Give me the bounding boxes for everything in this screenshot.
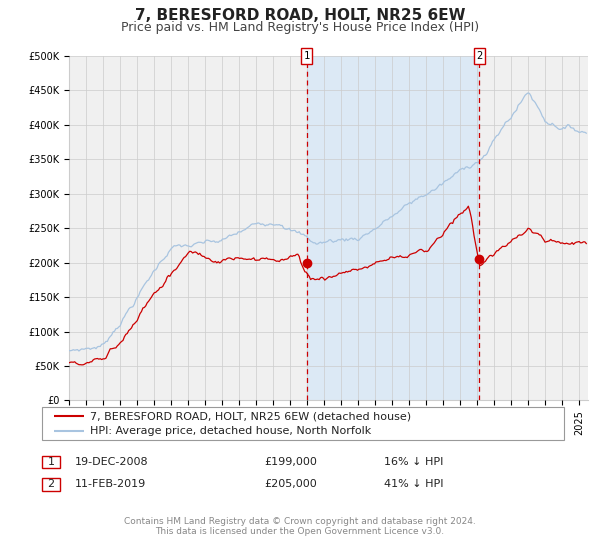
Text: 2: 2 bbox=[476, 51, 482, 61]
Text: This data is licensed under the Open Government Licence v3.0.: This data is licensed under the Open Gov… bbox=[155, 527, 445, 536]
Text: Price paid vs. HM Land Registry's House Price Index (HPI): Price paid vs. HM Land Registry's House … bbox=[121, 21, 479, 34]
Text: 1: 1 bbox=[304, 51, 310, 61]
Text: 7, BERESFORD ROAD, HOLT, NR25 6EW (detached house): 7, BERESFORD ROAD, HOLT, NR25 6EW (detac… bbox=[90, 411, 411, 421]
Text: 16% ↓ HPI: 16% ↓ HPI bbox=[384, 457, 443, 467]
Bar bbox=[307, 56, 479, 400]
Text: 41% ↓ HPI: 41% ↓ HPI bbox=[384, 479, 443, 489]
Text: HPI: Average price, detached house, North Norfolk: HPI: Average price, detached house, Nort… bbox=[90, 427, 371, 436]
Text: 7, BERESFORD ROAD, HOLT, NR25 6EW: 7, BERESFORD ROAD, HOLT, NR25 6EW bbox=[135, 8, 465, 24]
Text: £205,000: £205,000 bbox=[264, 479, 317, 489]
Text: 2: 2 bbox=[47, 479, 55, 489]
Text: 19-DEC-2008: 19-DEC-2008 bbox=[75, 457, 149, 467]
Text: 1: 1 bbox=[47, 457, 55, 467]
Text: Contains HM Land Registry data © Crown copyright and database right 2024.: Contains HM Land Registry data © Crown c… bbox=[124, 517, 476, 526]
Text: £199,000: £199,000 bbox=[264, 457, 317, 467]
Text: 11-FEB-2019: 11-FEB-2019 bbox=[75, 479, 146, 489]
